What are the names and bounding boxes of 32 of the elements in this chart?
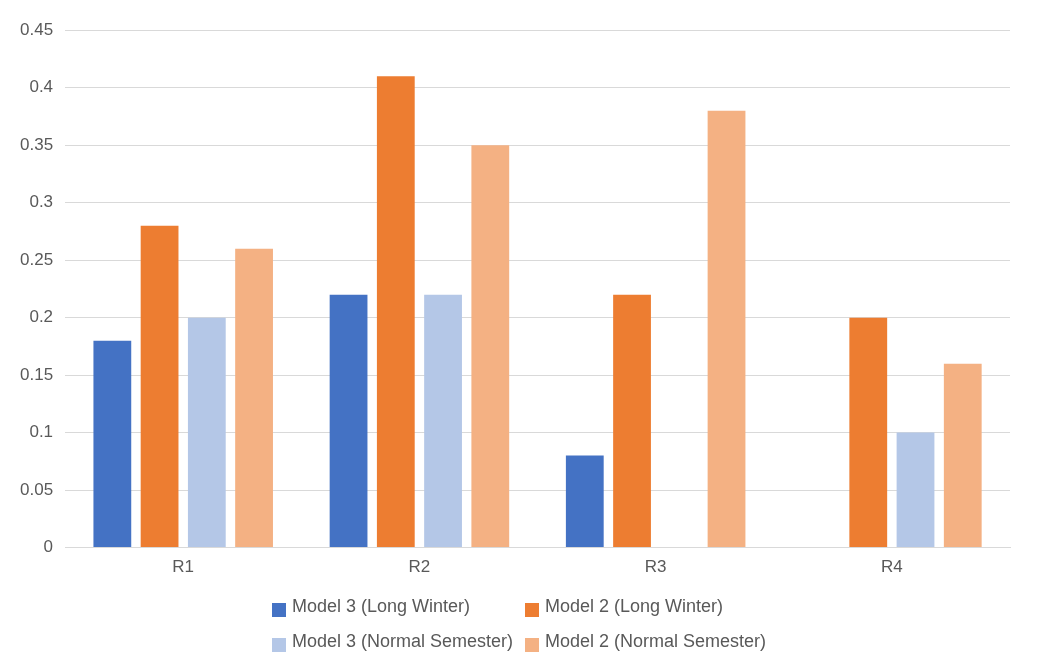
x-tick-label: R2 <box>408 557 431 577</box>
x-tick-label: R4 <box>881 557 903 577</box>
bar <box>235 248 273 548</box>
y-tick-label: 0.45 <box>19 19 54 39</box>
bar <box>707 110 746 548</box>
y-tick-label: 0.2 <box>29 307 54 327</box>
bar <box>140 225 179 548</box>
y-tick-label: 0.15 <box>19 364 54 384</box>
y-tick-label: 0 <box>43 537 54 557</box>
bar <box>93 340 132 548</box>
x-tick-label: R1 <box>172 557 195 577</box>
bar <box>613 294 651 548</box>
y-tick-label: 0.4 <box>29 77 54 97</box>
bar <box>424 294 462 548</box>
y-tick-label: 0.35 <box>19 134 54 154</box>
bar <box>329 294 368 548</box>
legend-label: Model 2 (Long Winter) <box>545 596 724 617</box>
bar <box>565 455 604 548</box>
bar <box>187 317 226 548</box>
bar <box>471 145 510 548</box>
bar <box>896 432 935 548</box>
bar <box>376 76 415 548</box>
y-tick-label: 0.25 <box>19 249 54 269</box>
legend-label: Model 3 (Normal Semester) <box>291 631 513 652</box>
x-tick-label: R3 <box>644 557 667 577</box>
y-tick-label: 0.1 <box>29 422 54 442</box>
legend-label: Model 3 (Long Winter) <box>291 596 471 617</box>
y-tick-label: 0.05 <box>19 479 54 499</box>
y-tick-label: 0.3 <box>29 192 54 212</box>
legend-label: Model 2 (Normal Semester) <box>545 631 767 652</box>
bar <box>849 317 888 548</box>
bar <box>943 363 982 548</box>
